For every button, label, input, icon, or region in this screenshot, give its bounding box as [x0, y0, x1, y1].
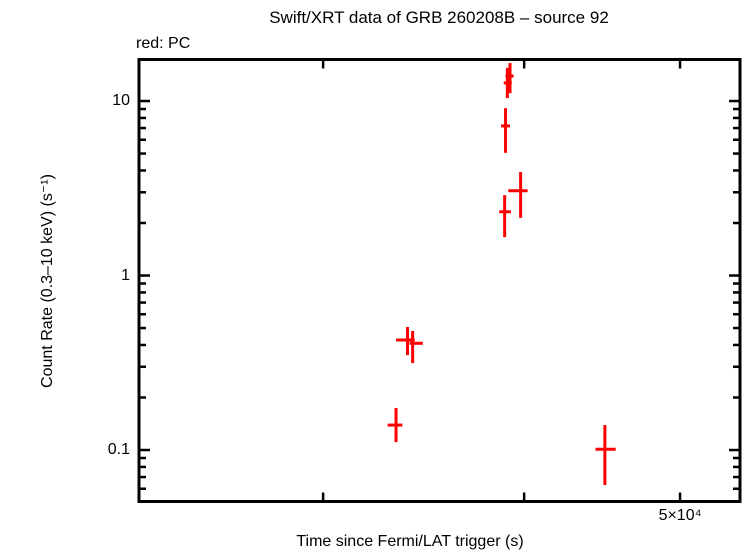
- y-tick-label: 1: [121, 266, 130, 284]
- data-point: [499, 195, 511, 238]
- plot-frame: [137, 58, 742, 503]
- x-tick-label: 5×10⁴: [658, 507, 702, 524]
- data-point: [595, 425, 616, 486]
- data-point: [501, 108, 511, 153]
- x-axis-label: Time since Fermi/LAT trigger (s): [296, 533, 524, 550]
- chart-title: Swift/XRT data of GRB 260208B – source 9…: [269, 8, 609, 27]
- data-point: [505, 63, 514, 94]
- legend-pc-label: red: PC: [136, 35, 191, 52]
- y-tick-label: 0.1: [107, 441, 130, 459]
- data-point: [409, 330, 423, 364]
- data-point: [508, 172, 528, 218]
- y-tick-label: 10: [112, 92, 130, 110]
- data-point: [387, 408, 403, 443]
